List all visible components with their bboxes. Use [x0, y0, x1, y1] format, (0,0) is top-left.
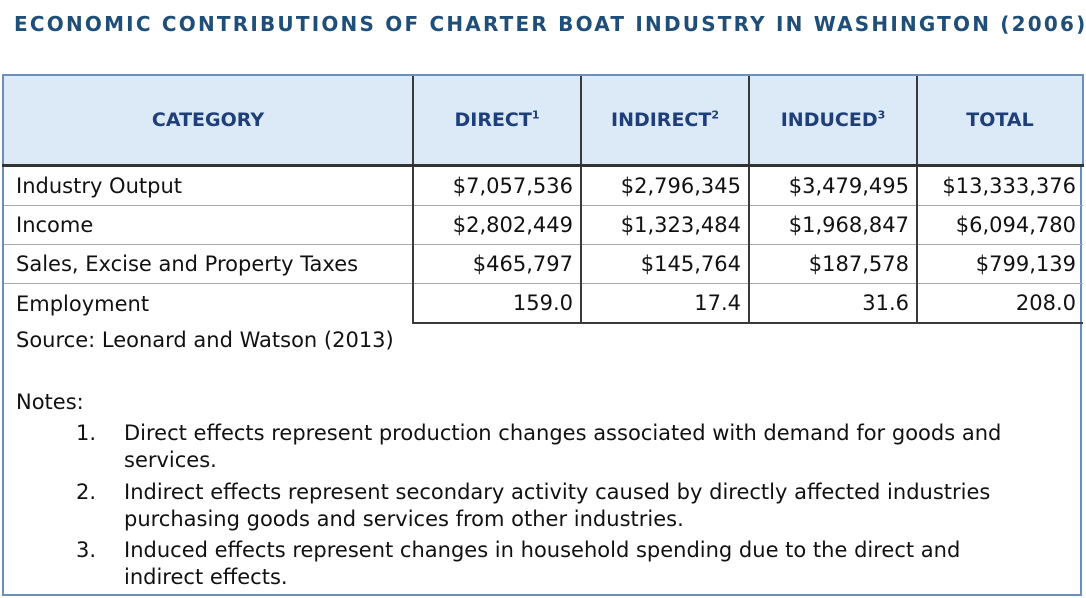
note-item: 3. Induced effects represent changes in …: [76, 537, 1036, 591]
cell-indirect: 17.4: [580, 283, 749, 324]
cell-induced: $1,968,847: [748, 205, 917, 245]
note-text: Induced effects represent changes in hou…: [124, 538, 961, 589]
table-row: Employment 159.0 17.4 31.6 208.0: [2, 283, 1083, 324]
contributions-table: CATEGORY DIRECT1 INDIRECT2 INDUCED3 TOTA…: [2, 74, 1084, 324]
header-indirect: INDIRECT2: [580, 74, 749, 167]
cell-direct: 159.0: [412, 283, 581, 324]
cell-indirect: $2,796,345: [580, 165, 749, 206]
header-induced: INDUCED3: [748, 74, 917, 167]
cell-direct: $7,057,536: [412, 165, 581, 206]
note-number: 3.: [76, 538, 97, 562]
note-text: Indirect effects represent secondary act…: [124, 480, 991, 531]
note-number: 1.: [76, 421, 97, 445]
source-citation: Source: Leonard and Watson (2013): [16, 328, 394, 352]
footnote-marker: 2: [711, 108, 719, 122]
footnote-marker: 3: [877, 108, 886, 122]
document-title: ECONOMIC CONTRIBUTIONS OF CHARTER BOAT I…: [14, 12, 1086, 36]
footnote-marker: 1: [531, 108, 540, 122]
cell-total: 208.0: [916, 283, 1083, 324]
row-label: Sales, Excise and Property Taxes: [2, 244, 413, 284]
cell-direct: $465,797: [412, 244, 581, 284]
note-number: 2.: [76, 480, 97, 504]
note-item: 2. Indirect effects represent secondary …: [76, 479, 1036, 533]
row-label: Industry Output: [2, 165, 413, 206]
cell-total: $799,139: [916, 244, 1083, 284]
notes-heading: Notes:: [16, 390, 84, 414]
table-row: Sales, Excise and Property Taxes $465,79…: [2, 244, 1083, 284]
header-direct: DIRECT1: [412, 74, 581, 167]
row-label: Employment: [2, 283, 413, 323]
row-label: Income: [2, 205, 413, 245]
cell-total: $13,333,376: [916, 165, 1083, 206]
cell-indirect: $145,764: [580, 244, 749, 284]
cell-direct: $2,802,449: [412, 205, 581, 245]
note-text: Direct effects represent production chan…: [124, 421, 1002, 472]
cell-induced: 31.6: [748, 283, 917, 324]
header-total: TOTAL: [916, 74, 1084, 167]
cell-indirect: $1,323,484: [580, 205, 749, 245]
cell-induced: $3,479,495: [748, 165, 917, 206]
cell-total: $6,094,780: [916, 205, 1083, 245]
header-row: CATEGORY DIRECT1 INDIRECT2 INDUCED3 TOTA…: [2, 74, 1084, 167]
note-item: 1. Direct effects represent production c…: [76, 420, 1036, 474]
header-category: CATEGORY: [2, 74, 413, 167]
table-row: Income $2,802,449 $1,323,484 $1,968,847 …: [2, 205, 1083, 245]
cell-induced: $187,578: [748, 244, 917, 284]
table-row: Industry Output $7,057,536 $2,796,345 $3…: [2, 165, 1083, 206]
